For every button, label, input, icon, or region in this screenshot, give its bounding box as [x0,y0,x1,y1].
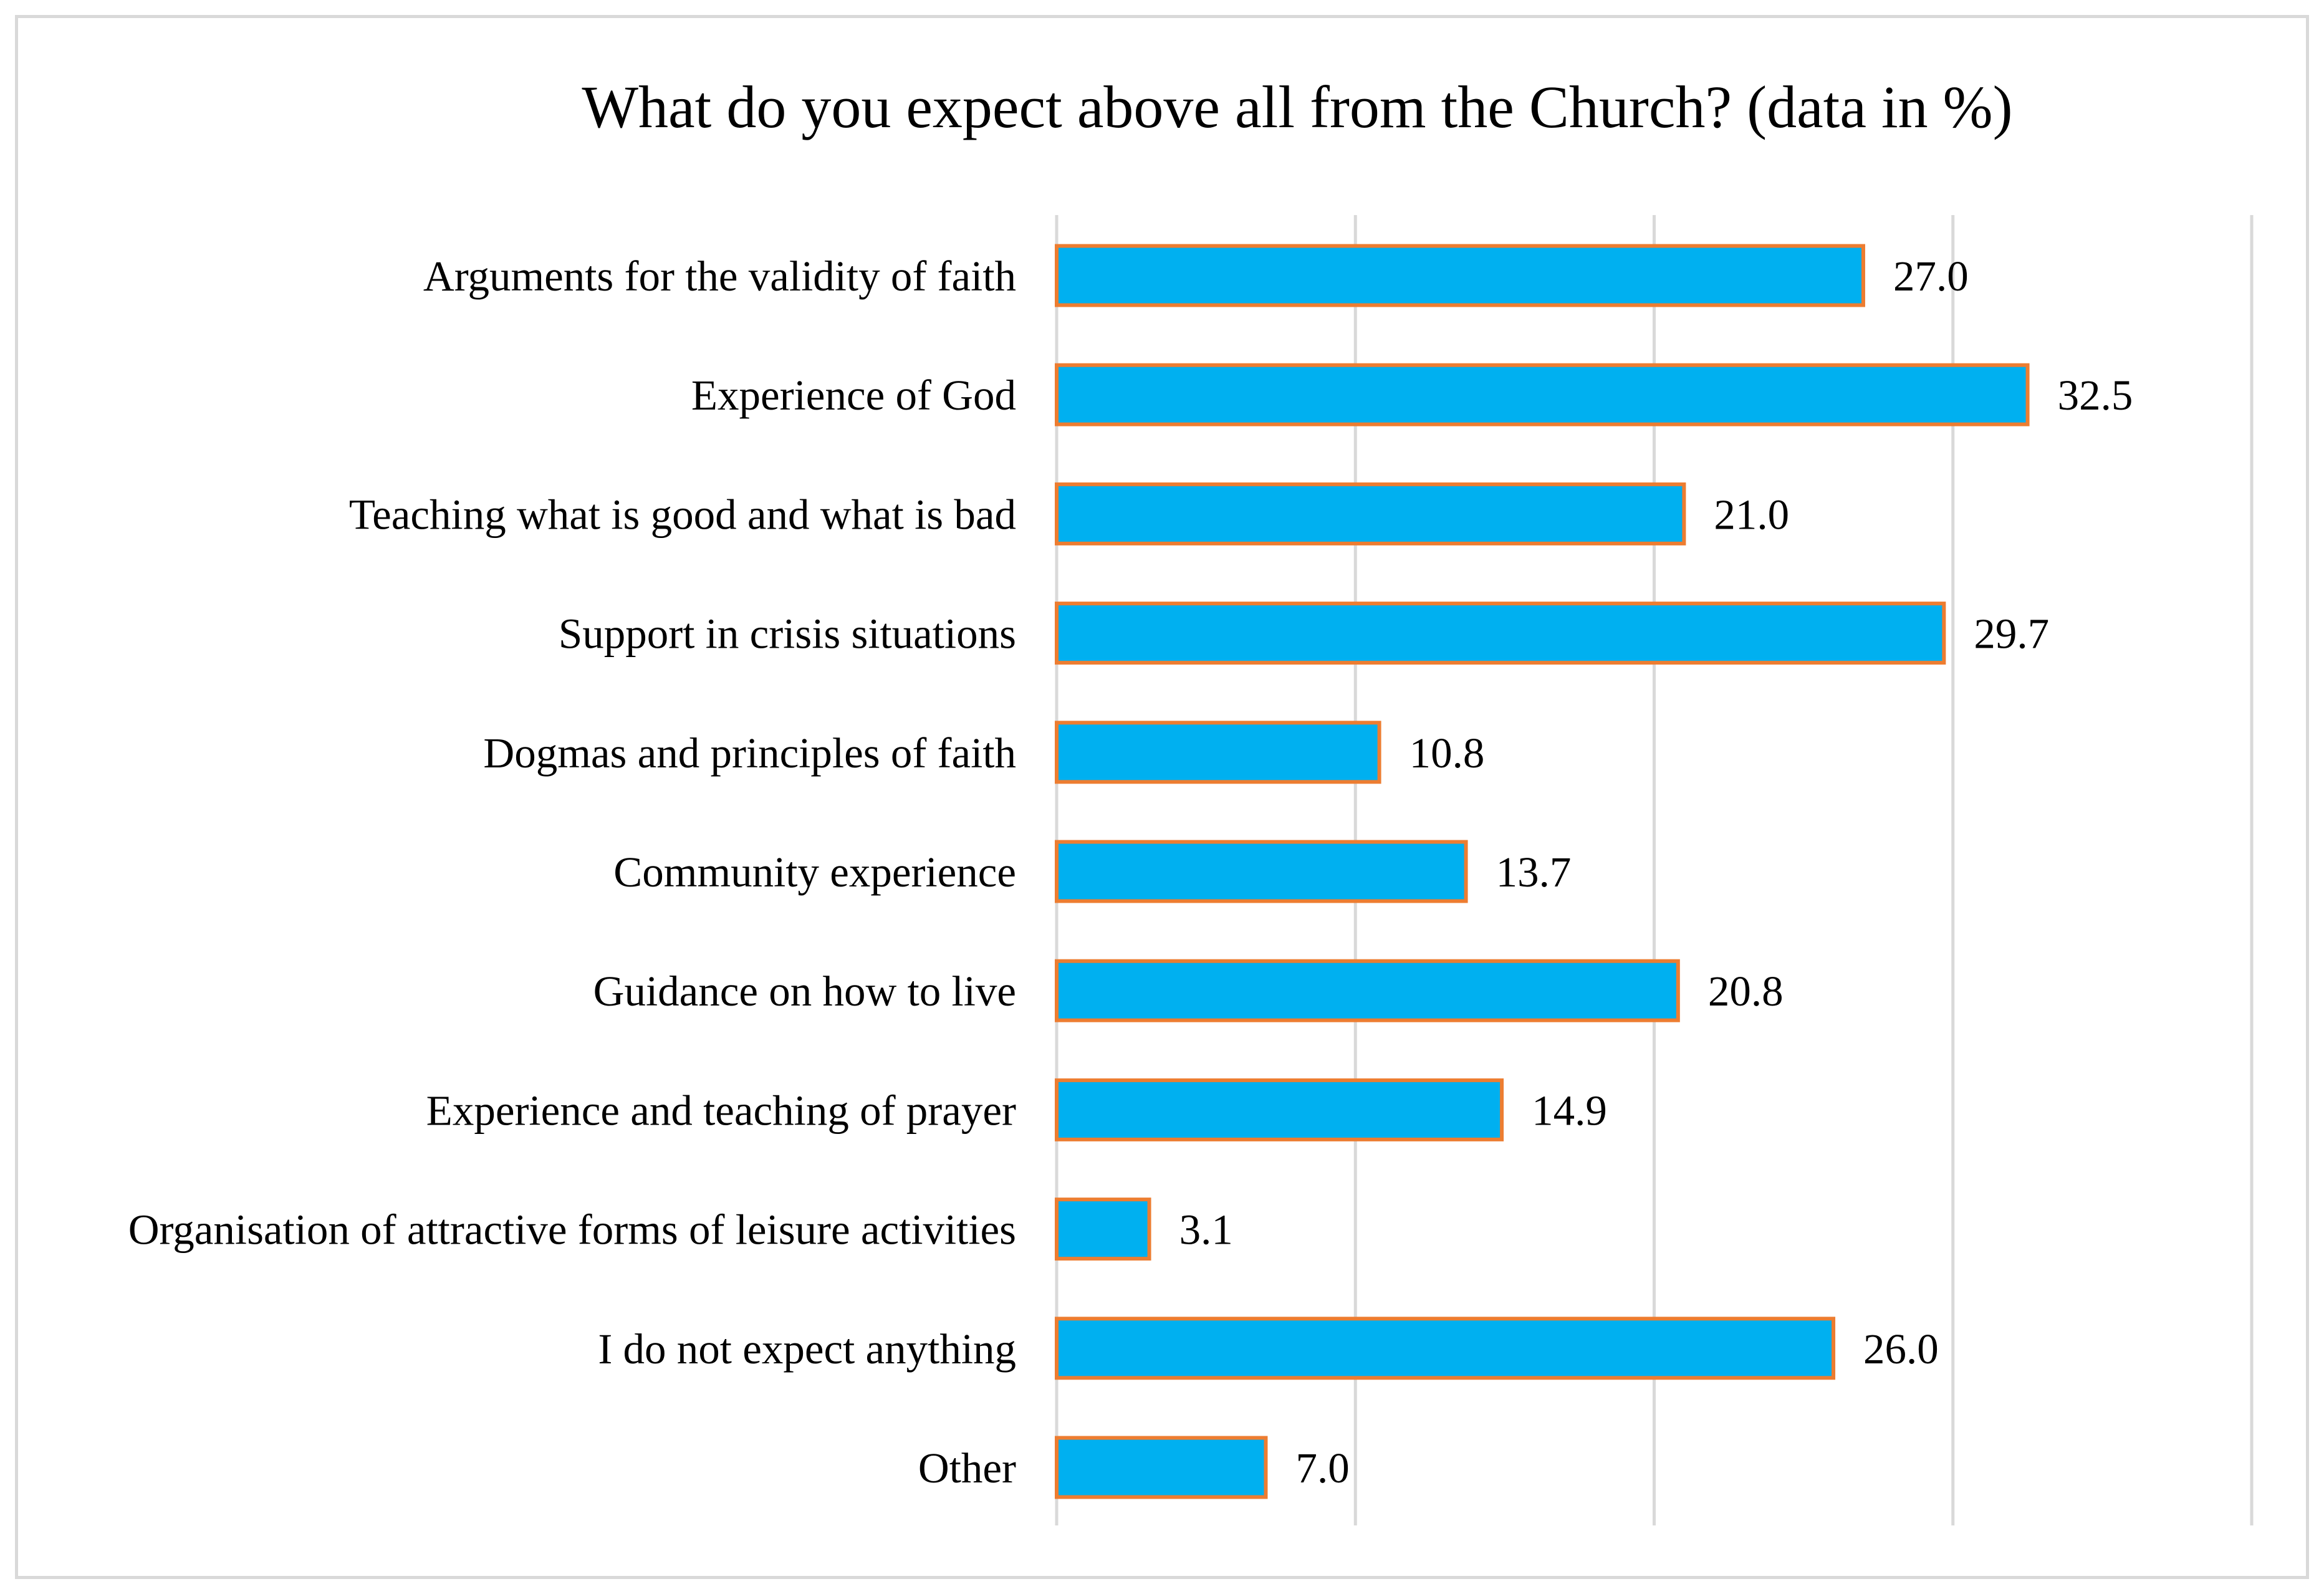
value-labels: 27.0 32.5 21.0 29.7 10.8 13.7 20.8 14.9 3.1 26.0 7… [1179,252,2133,1492]
category-label: Community experience [613,848,1016,896]
data-label: 21.0 [1714,491,1789,538]
data-label: 27.0 [1893,252,1969,300]
data-label: 3.1 [1179,1206,1233,1254]
data-label: 26.0 [1863,1325,1939,1373]
data-label: 10.8 [1409,729,1485,777]
chart-title: What do you expect above all from the Ch… [582,74,2012,140]
data-label: 14.9 [1532,1087,1607,1134]
category-label: Support in crisis situations [559,610,1016,658]
bars [1055,244,2030,1499]
category-labels: Arguments for the validity of faith Exper… [128,252,1016,1492]
bar [1055,721,1381,784]
bar [1055,1436,1268,1499]
bar [1055,363,2030,426]
bar [1055,244,1865,307]
category-label: Dogmas and principles of faith [483,729,1016,777]
category-label: Teaching what is good and what is bad [349,491,1016,538]
category-label: I do not expect anything [598,1325,1016,1373]
bar [1055,840,1468,903]
category-label: Experience of God [691,372,1016,419]
category-label: Guidance on how to live [593,967,1016,1015]
data-label: 29.7 [1974,610,2049,658]
bar [1055,602,1946,665]
bar [1055,482,1686,545]
bar [1055,1317,1836,1380]
data-label: 13.7 [1496,848,1572,896]
bar [1055,959,1680,1022]
category-label: Organisation of attractive forms of leis… [128,1206,1016,1254]
data-label: 7.0 [1295,1444,1349,1492]
bar [1055,1198,1151,1261]
category-label: Experience and teaching of prayer [426,1087,1016,1134]
data-label: 20.8 [1708,967,1784,1015]
category-label: Other [918,1444,1016,1492]
bar [1055,1078,1504,1141]
data-label: 32.5 [2058,372,2133,419]
category-label: Arguments for the validity of faith [423,252,1016,300]
